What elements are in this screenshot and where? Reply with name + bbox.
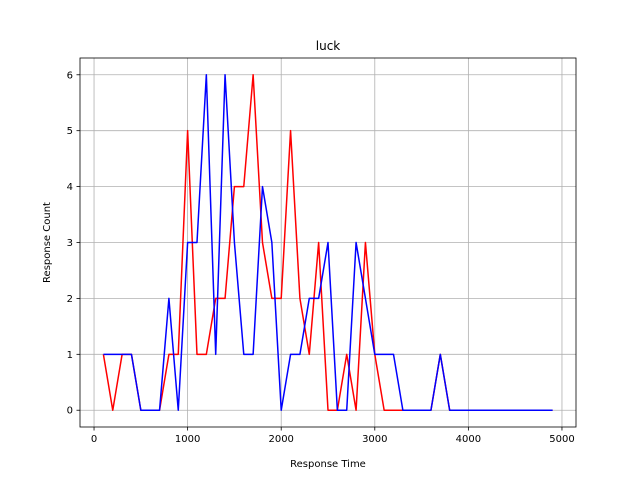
y-axis-label: Response Count xyxy=(42,202,53,283)
y-tick-label: 5 xyxy=(67,126,73,137)
y-tick-label: 6 xyxy=(67,70,73,81)
x-axis-ticks: 0 1000 2000 3000 4000 5000 xyxy=(91,427,575,445)
y-tick-label: 1 xyxy=(67,350,73,361)
y-tick-label: 2 xyxy=(67,294,73,305)
x-axis-label: Response Time xyxy=(290,459,366,470)
y-axis-ticks: 0 1 2 3 4 5 6 xyxy=(67,70,80,417)
x-tick-label: 3000 xyxy=(362,434,387,445)
x-tick-label: 5000 xyxy=(549,434,574,445)
x-tick-label: 4000 xyxy=(456,434,481,445)
y-tick-label: 3 xyxy=(67,238,73,249)
grid-lines xyxy=(80,58,576,427)
series-lines xyxy=(102,74,553,411)
y-tick-label: 4 xyxy=(67,182,73,193)
x-tick-label: 0 xyxy=(91,434,97,445)
x-tick-label: 1000 xyxy=(175,434,200,445)
series-line-2 xyxy=(103,74,553,411)
y-tick-label: 0 xyxy=(67,406,73,417)
x-tick-label: 2000 xyxy=(268,434,293,445)
chart-title: luck xyxy=(316,39,341,53)
